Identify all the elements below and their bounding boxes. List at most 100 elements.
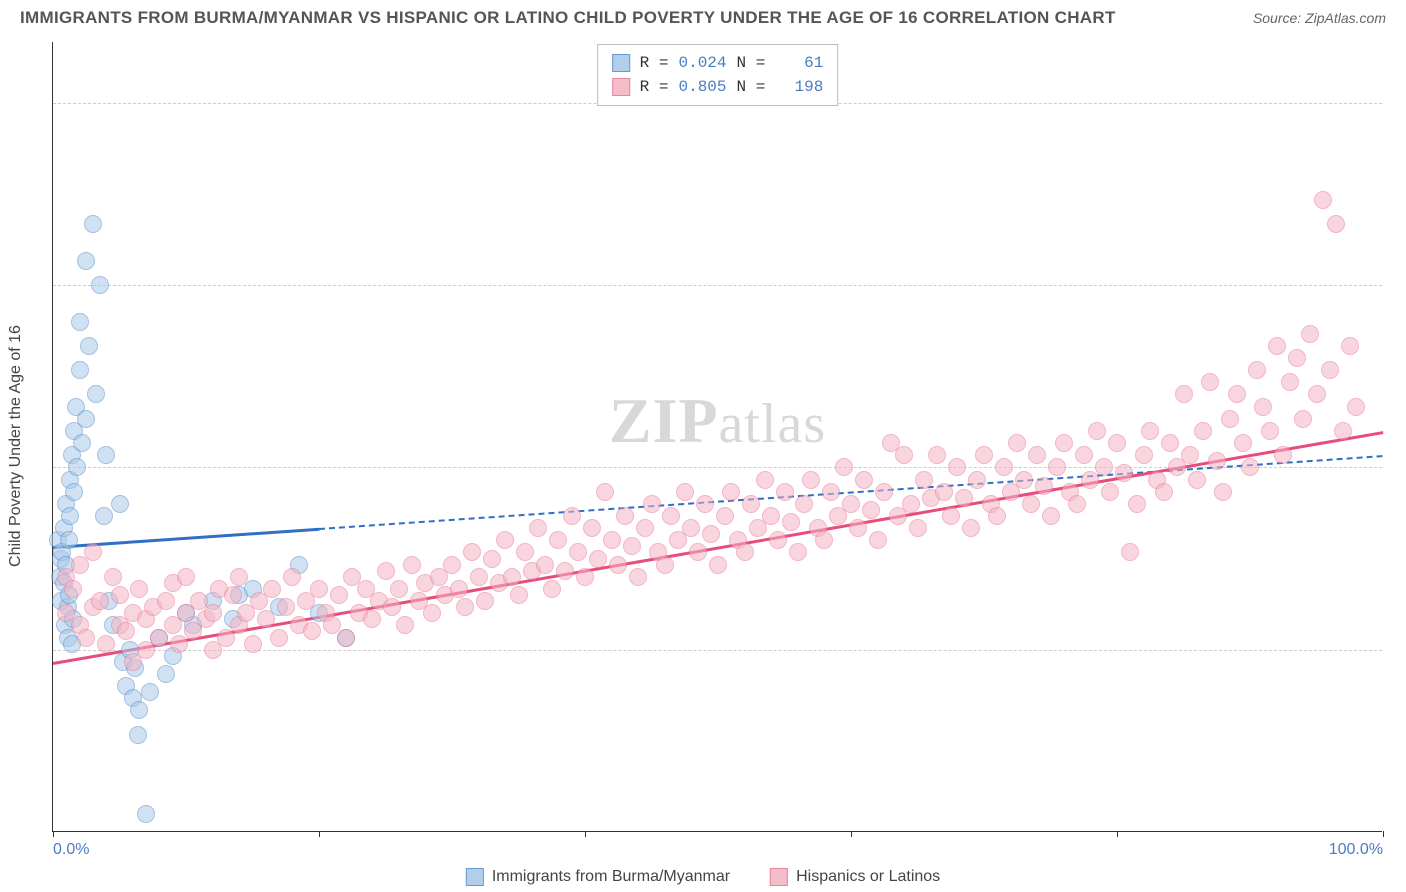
data-point-hispanic	[363, 610, 381, 628]
data-point-hispanic	[849, 519, 867, 537]
data-point-hispanic	[716, 507, 734, 525]
data-point-hispanic	[470, 568, 488, 586]
data-point-burma	[137, 805, 155, 823]
data-point-hispanic	[1188, 471, 1206, 489]
x-tick-mark	[319, 831, 320, 837]
stats-row: R = 0.805 N = 198	[612, 75, 824, 99]
data-point-hispanic	[875, 483, 893, 501]
data-point-hispanic	[815, 531, 833, 549]
data-point-hispanic	[1161, 434, 1179, 452]
data-point-hispanic	[782, 513, 800, 531]
y-tick-label: 45.0%	[1392, 276, 1406, 294]
data-point-burma	[61, 507, 79, 525]
data-point-hispanic	[516, 543, 534, 561]
data-point-hispanic	[988, 507, 1006, 525]
data-point-hispanic	[742, 495, 760, 513]
correlation-stats-box: R = 0.024 N = 61 R = 0.805 N = 198	[597, 44, 839, 106]
data-point-hispanic	[1128, 495, 1146, 513]
data-point-hispanic	[656, 556, 674, 574]
data-point-burma	[141, 683, 159, 701]
data-point-hispanic	[396, 616, 414, 634]
data-point-hispanic	[1228, 385, 1246, 403]
data-point-hispanic	[1261, 422, 1279, 440]
data-point-hispanic	[1201, 373, 1219, 391]
data-point-hispanic	[1075, 446, 1093, 464]
data-point-hispanic	[390, 580, 408, 598]
data-point-burma	[80, 337, 98, 355]
data-point-hispanic	[456, 598, 474, 616]
swatch-hispanic	[612, 78, 630, 96]
data-point-hispanic	[676, 483, 694, 501]
data-point-burma	[129, 726, 147, 744]
legend-label: Hispanics or Latinos	[796, 868, 940, 886]
data-point-hispanic	[303, 622, 321, 640]
data-point-burma	[157, 665, 175, 683]
data-point-hispanic	[1035, 477, 1053, 495]
stats-row: R = 0.024 N = 61	[612, 51, 824, 75]
legend-item-hispanic: Hispanics or Latinos	[770, 868, 940, 886]
y-tick-label: 60.0%	[1392, 94, 1406, 112]
data-point-hispanic	[862, 501, 880, 519]
gridline-horizontal	[53, 285, 1382, 286]
data-point-hispanic	[962, 519, 980, 537]
data-point-hispanic	[277, 598, 295, 616]
data-point-burma	[60, 531, 78, 549]
data-point-hispanic	[915, 471, 933, 489]
data-point-hispanic	[955, 489, 973, 507]
data-point-burma	[84, 215, 102, 233]
data-point-hispanic	[776, 483, 794, 501]
data-point-hispanic	[762, 507, 780, 525]
data-point-hispanic	[1175, 385, 1193, 403]
data-point-hispanic	[117, 622, 135, 640]
source-attribution: Source: ZipAtlas.com	[1253, 10, 1386, 26]
data-point-hispanic	[1121, 543, 1139, 561]
data-point-hispanic	[835, 458, 853, 476]
x-tick-mark	[585, 831, 586, 837]
data-point-hispanic	[569, 543, 587, 561]
data-point-burma	[77, 252, 95, 270]
data-point-hispanic	[337, 629, 355, 647]
data-point-hispanic	[476, 592, 494, 610]
data-point-hispanic	[536, 556, 554, 574]
data-point-hispanic	[104, 568, 122, 586]
data-point-hispanic	[443, 556, 461, 574]
data-point-hispanic	[682, 519, 700, 537]
data-point-hispanic	[855, 471, 873, 489]
data-point-burma	[77, 410, 95, 428]
data-point-hispanic	[130, 580, 148, 598]
data-point-hispanic	[257, 610, 275, 628]
data-point-hispanic	[529, 519, 547, 537]
data-point-hispanic	[942, 507, 960, 525]
data-point-burma	[71, 313, 89, 331]
data-point-burma	[71, 361, 89, 379]
data-point-hispanic	[77, 629, 95, 647]
data-point-hispanic	[662, 507, 680, 525]
data-point-hispanic	[563, 507, 581, 525]
data-point-burma	[91, 276, 109, 294]
scatter-chart: ZIPatlas R = 0.024 N = 61 R = 0.805 N = …	[52, 42, 1382, 832]
data-point-hispanic	[935, 483, 953, 501]
data-point-hispanic	[1248, 361, 1266, 379]
legend-item-burma: Immigrants from Burma/Myanmar	[466, 868, 730, 886]
data-point-hispanic	[636, 519, 654, 537]
data-point-hispanic	[928, 446, 946, 464]
data-point-burma	[97, 446, 115, 464]
data-point-hispanic	[1042, 507, 1060, 525]
data-point-burma	[68, 458, 86, 476]
data-point-hispanic	[583, 519, 601, 537]
data-point-hispanic	[157, 592, 175, 610]
data-point-hispanic	[549, 531, 567, 549]
x-tick-mark	[1117, 831, 1118, 837]
data-point-hispanic	[643, 495, 661, 513]
data-point-hispanic	[1115, 464, 1133, 482]
data-point-hispanic	[97, 635, 115, 653]
data-point-hispanic	[1088, 422, 1106, 440]
data-point-hispanic	[270, 629, 288, 647]
data-point-hispanic	[795, 495, 813, 513]
data-point-burma	[111, 495, 129, 513]
data-point-hispanic	[403, 556, 421, 574]
data-point-hispanic	[1288, 349, 1306, 367]
data-point-hispanic	[789, 543, 807, 561]
data-point-hispanic	[589, 550, 607, 568]
data-point-hispanic	[1301, 325, 1319, 343]
